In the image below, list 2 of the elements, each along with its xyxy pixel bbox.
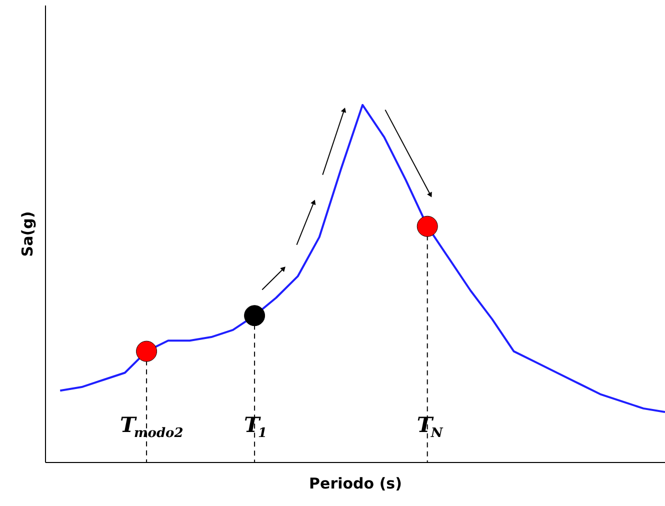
x-axis-title: Periodo (s) (309, 474, 402, 492)
y-axis-title: Sa(g) (18, 211, 36, 257)
